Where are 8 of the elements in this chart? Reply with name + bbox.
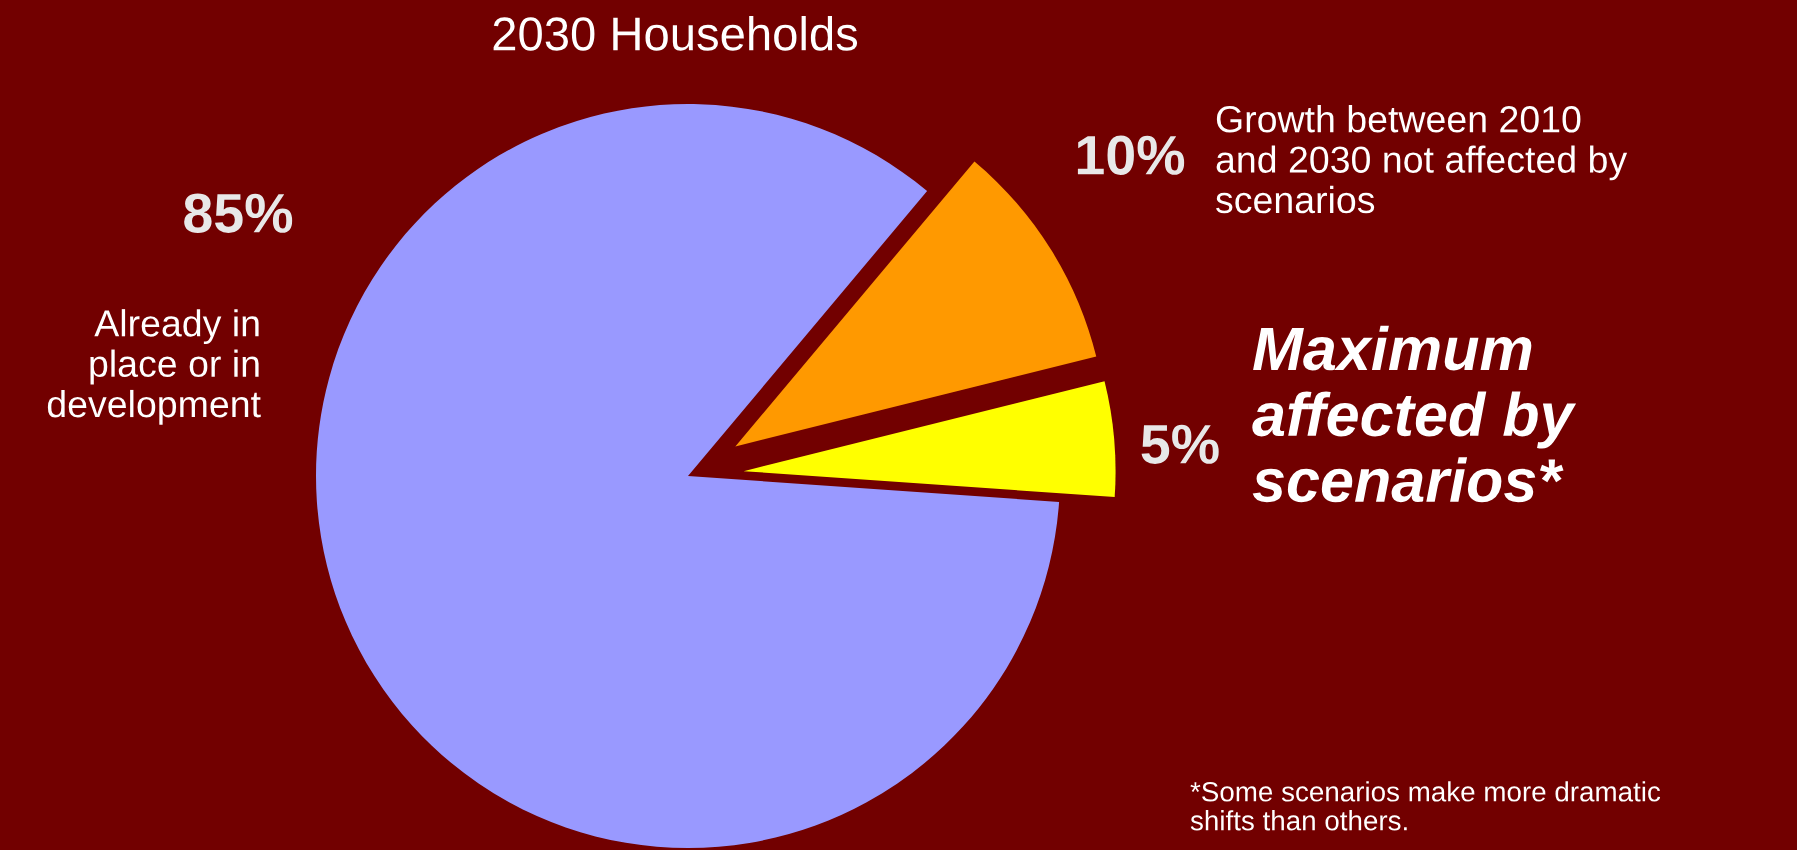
data-label: 85% bbox=[184, 193, 293, 233]
slice-label: Maximum affected by scenarios* bbox=[1252, 325, 1577, 503]
data-label: 10% bbox=[1077, 135, 1185, 175]
slice-label: Growth between 2010 and 2030 not affected by scenarios bbox=[1216, 105, 1628, 214]
data-label: 5% bbox=[1141, 424, 1219, 464]
chart-title: 2030 Households bbox=[493, 15, 858, 51]
text: *Some scenarios make more dramatic shifts than others. bbox=[1190, 781, 1661, 831]
slice-label: Already in place or in development bbox=[47, 309, 261, 425]
